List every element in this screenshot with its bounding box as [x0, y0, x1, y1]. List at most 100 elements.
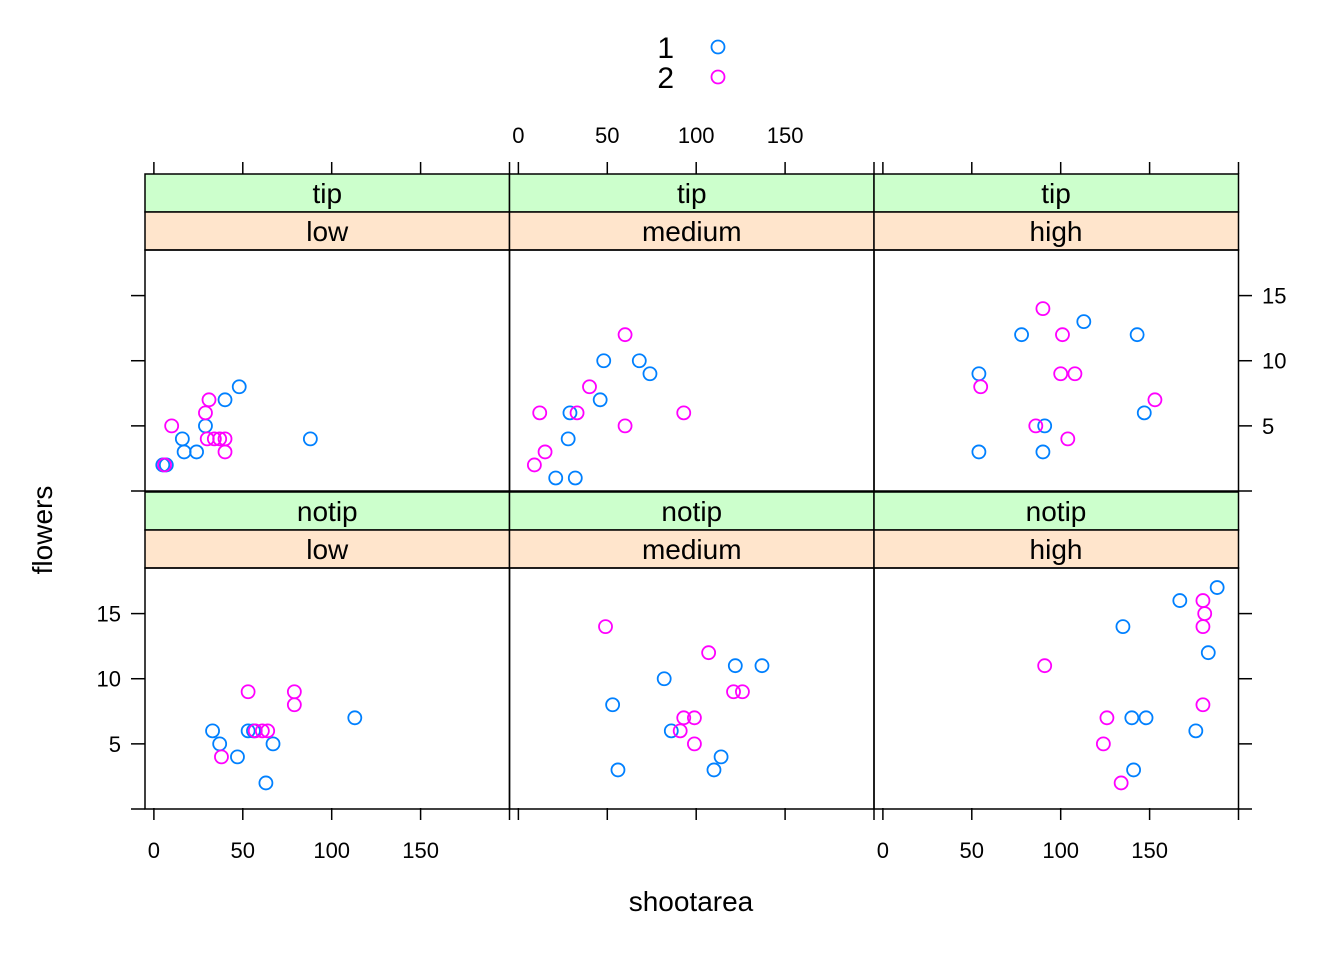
plot-area	[508, 249, 875, 492]
data-point-series-2	[201, 392, 217, 408]
strip-inner	[508, 211, 875, 251]
axes: 0 50 100 150 0 50 100 150 0 50 100 150 5 10 15 5 10 15	[97, 123, 1287, 863]
data-point-series-1	[663, 723, 679, 739]
data-point-series-2	[617, 418, 633, 434]
strip-inner	[873, 529, 1240, 569]
x-tick-label: 150	[1131, 838, 1168, 863]
strip-outer	[873, 491, 1240, 531]
panel-tip-high: tip high	[873, 173, 1240, 492]
strip-outer-label: notip	[297, 496, 358, 527]
data-point-series-2	[676, 405, 692, 421]
x-tick-label: 100	[678, 123, 715, 148]
data-point-series-1	[754, 658, 770, 674]
legend-marker-2	[710, 69, 726, 85]
data-point-series-2	[526, 457, 542, 473]
data-point-series-2	[206, 431, 222, 447]
data-point-series-2	[537, 444, 553, 460]
data-point-series-1	[1129, 327, 1145, 343]
x-tick-label: 0	[877, 838, 889, 863]
data-point-series-2	[1028, 418, 1044, 434]
strip-outer-label: tip	[312, 178, 342, 209]
data-point-series-2	[1055, 327, 1070, 343]
data-point-series-2	[701, 645, 717, 661]
data-point-series-2	[260, 723, 276, 739]
data-point-series-1	[605, 697, 621, 713]
strip-inner-label: high	[1030, 216, 1083, 247]
data-point-series-1	[1014, 327, 1029, 343]
x-tick-label: 150	[402, 838, 439, 863]
data-point-series-1	[302, 431, 318, 447]
data-point-series-1	[642, 366, 658, 382]
data-point-series-1	[1035, 444, 1051, 460]
y-tick-label: 15	[97, 602, 121, 627]
data-point-series-1	[1209, 580, 1225, 595]
data-point-series-1	[1037, 418, 1053, 434]
strip-outer-label: tip	[1041, 178, 1071, 209]
data-point-series-1	[347, 710, 363, 726]
data-point-series-1	[1115, 619, 1131, 635]
panels: tip low tip medium tip high notip low notip mediu…	[144, 173, 1240, 810]
data-point-series-2	[617, 327, 633, 343]
data-point-series-1	[189, 444, 204, 460]
y-tick-label: 15	[1262, 284, 1286, 309]
data-point-series-1	[230, 749, 245, 765]
legend: 1 2	[657, 32, 726, 95]
data-point-series-1	[1126, 762, 1141, 778]
data-point-series-2	[214, 749, 229, 765]
x-axis-title: shootarea	[629, 886, 754, 917]
legend-marker-1	[710, 39, 726, 55]
data-point-series-1	[174, 431, 190, 447]
panel-notip-medium: notip medium	[508, 491, 875, 810]
data-point-series-1	[631, 353, 647, 369]
data-point-series-1	[560, 431, 576, 447]
data-point-series-1	[240, 723, 256, 739]
data-point-series-2	[1067, 366, 1083, 382]
data-point-series-2	[569, 405, 585, 421]
data-point-series-1	[217, 392, 233, 408]
data-point-series-2	[676, 710, 692, 726]
data-point-series-1	[231, 379, 247, 395]
data-point-series-2	[672, 723, 688, 739]
data-point-series-2	[1095, 736, 1111, 752]
data-point-series-1	[1188, 723, 1204, 739]
data-point-series-1	[1124, 710, 1140, 726]
data-point-series-2	[598, 619, 613, 635]
data-point-series-1	[610, 762, 626, 778]
strip-outer-label: tip	[677, 178, 707, 209]
x-tick-label: 100	[1042, 838, 1079, 863]
data-point-series-2	[1195, 619, 1211, 635]
panel-tip-medium: tip medium	[508, 173, 875, 492]
panel-tip-low: tip low	[144, 173, 511, 492]
data-point-series-2	[286, 697, 302, 713]
data-point-series-2	[217, 444, 233, 460]
data-point-series-1	[176, 444, 192, 460]
data-point-series-2	[532, 405, 548, 421]
data-point-series-1	[212, 736, 228, 752]
data-point-series-1	[205, 723, 220, 739]
plot-area	[144, 249, 511, 492]
plot-area	[873, 249, 1240, 492]
data-point-series-1	[1200, 645, 1216, 661]
data-point-series-2	[254, 723, 270, 739]
strip-inner-label: medium	[642, 534, 742, 565]
x-tick-label: 50	[960, 838, 984, 863]
x-tick-label: 50	[231, 838, 255, 863]
strip-outer-label: notip	[661, 496, 722, 527]
data-point-series-1	[596, 353, 612, 369]
data-point-series-2	[1099, 710, 1115, 726]
x-tick-label: 150	[767, 123, 804, 148]
data-point-series-2	[1060, 431, 1076, 447]
plot-area	[508, 567, 875, 810]
data-point-series-2	[212, 431, 228, 447]
plot-area	[873, 567, 1240, 810]
data-point-series-2	[198, 405, 213, 421]
data-point-series-1	[1138, 710, 1154, 726]
data-point-series-2	[1053, 366, 1069, 382]
data-point-series-1	[656, 671, 672, 687]
data-point-series-1	[548, 470, 564, 486]
data-point-series-2	[1113, 775, 1129, 791]
data-point-series-1	[258, 775, 274, 791]
strip-inner-label: low	[306, 216, 349, 247]
strip-inner-label: low	[306, 534, 349, 565]
